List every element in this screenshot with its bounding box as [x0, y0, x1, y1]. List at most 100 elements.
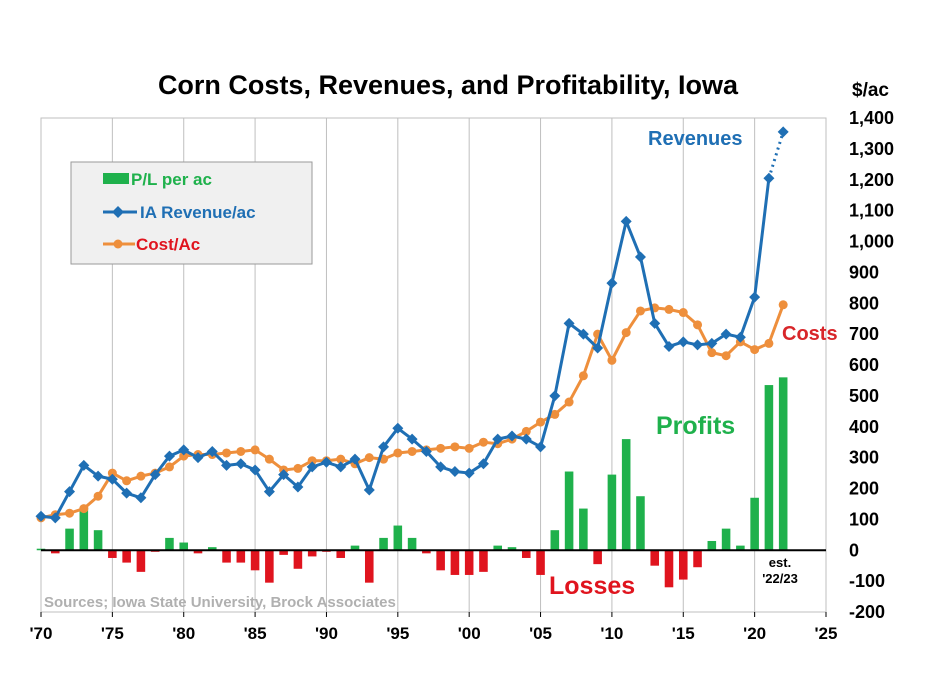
y-tick-label: -200 [849, 602, 885, 622]
x-tick-label: '10 [600, 624, 623, 643]
y-tick-label: 500 [849, 386, 879, 406]
annotation-est-line2: '22/23 [762, 571, 798, 586]
revenue-point [278, 469, 290, 481]
revenue-point [506, 430, 518, 442]
x-tick-label: '00 [458, 624, 481, 643]
annotation-costs: Costs [782, 323, 838, 345]
legend-swatch-pl [103, 173, 129, 184]
revenue-point [563, 317, 575, 329]
cost-point [707, 348, 717, 358]
pl-bar [393, 525, 403, 551]
pl-bar [493, 545, 503, 551]
revenue-point [135, 492, 147, 504]
pl-bar [207, 547, 217, 551]
cost-point [750, 345, 760, 355]
pl-bar [293, 550, 303, 569]
annotation-est-line1: est. [769, 555, 791, 570]
cost-point [678, 308, 688, 318]
x-tick-label: '15 [672, 624, 695, 643]
pl-bar [122, 550, 131, 563]
cost-point [236, 446, 246, 456]
y-tick-label: 0 [849, 540, 859, 560]
cost-point [478, 437, 488, 447]
legend: P/L per ac IA Revenue/ac Cost/Ac [70, 161, 313, 265]
pl-bar [636, 496, 645, 551]
revenue-point [92, 470, 104, 482]
legend-label-revenue: IA Revenue/ac [140, 203, 256, 222]
cost-point [536, 417, 546, 427]
pl-bar [222, 550, 231, 563]
revenue-point [192, 452, 204, 464]
series-lines [35, 126, 789, 524]
revenue-point [649, 317, 661, 329]
pl-bar [464, 550, 474, 575]
pl-bar [479, 550, 488, 572]
cost-point [764, 338, 774, 348]
source-note: Sources; Iowa State University, Brock As… [44, 594, 396, 611]
annotation-losses: Losses [549, 572, 635, 600]
cost-point [721, 351, 731, 361]
pl-bar [79, 507, 89, 551]
revenue-point [520, 433, 532, 445]
revenue-point [363, 484, 375, 496]
revenue-point [420, 445, 432, 457]
revenue-point [206, 445, 218, 457]
revenue-point [178, 444, 190, 456]
revenue-point [263, 486, 275, 498]
pl-bar [450, 550, 460, 575]
revenue-point [335, 461, 347, 473]
cost-point [250, 445, 260, 455]
revenue-point [577, 328, 589, 340]
cost-point [521, 426, 531, 436]
legend-label-pl: P/L per ac [131, 170, 212, 189]
y-tick-label: 700 [849, 324, 879, 344]
pl-bar [179, 542, 189, 551]
cost-point [136, 471, 146, 481]
cost-point [578, 371, 588, 381]
pl-bar [736, 545, 745, 551]
revenue-point [320, 456, 332, 468]
revenue-point [535, 441, 547, 453]
pl-bar [336, 550, 346, 558]
pl-bar [778, 377, 788, 551]
pl-bar [564, 471, 574, 551]
cost-point [607, 355, 617, 365]
revenue-point [249, 464, 261, 476]
pl-bar [521, 550, 531, 558]
revenue-point [392, 422, 404, 434]
cost-point [407, 446, 417, 456]
revenue-point [292, 481, 304, 493]
revenue-point [620, 215, 632, 227]
cost-point [450, 442, 460, 452]
revenue-point [763, 172, 775, 184]
plot-area [40, 117, 827, 613]
chart-title: Corn Costs, Revenues, and Profitability,… [158, 70, 739, 100]
y-tick-label: 300 [849, 448, 879, 468]
revenue-point [592, 342, 604, 354]
x-tick-label: '95 [386, 624, 409, 643]
pl-bar [750, 497, 759, 551]
revenue-point [78, 459, 90, 471]
cost-point [122, 476, 132, 486]
pl-bar [550, 530, 560, 551]
x-tick-label: '75 [101, 624, 124, 643]
revenue-point [777, 126, 789, 138]
revenue-point [235, 458, 247, 470]
pl-bar [108, 550, 117, 558]
revenue-point [663, 340, 675, 352]
pl-bar [721, 528, 731, 551]
pl-bar [350, 545, 360, 551]
y-axis-ticks: -200 -100 0 100 200 300 400 500 600 700 800 900 1,00… [849, 108, 894, 622]
cost-point [264, 454, 274, 464]
pl-bars [36, 377, 788, 588]
revenue-point [106, 473, 118, 485]
y-tick-label: 200 [849, 479, 879, 499]
revenue-point [64, 486, 76, 498]
y-tick-label: 600 [849, 355, 879, 375]
y-tick-label: 900 [849, 262, 879, 282]
revenue-point [149, 469, 161, 481]
y-tick-label: 1,100 [849, 201, 894, 221]
pl-bar [693, 550, 702, 568]
annotation-profits: Profits [656, 412, 735, 440]
cost-point [107, 468, 117, 478]
